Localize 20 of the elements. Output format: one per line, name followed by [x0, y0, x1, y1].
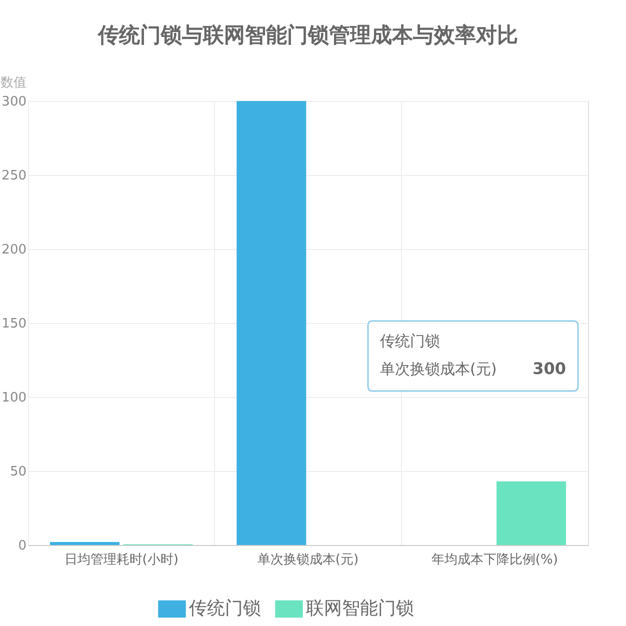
annotation: 单次换锁成本(元): [380, 360, 497, 378]
x-tick-label: 单次换锁成本(元): [257, 552, 359, 568]
y-tick-label: 150: [2, 316, 26, 332]
bar: [50, 542, 120, 545]
y-tick-label: 300: [2, 94, 26, 110]
y-tick-label: 200: [2, 242, 26, 258]
annotation: 传统门锁: [380, 332, 440, 350]
y-tick-label: 50: [10, 464, 26, 480]
legend-label: 联网智能门锁: [306, 598, 414, 619]
y-tick-label: 100: [2, 390, 26, 406]
bar: [496, 481, 566, 545]
y-axis-title: 数值: [0, 76, 26, 90]
bar: [236, 101, 306, 545]
y-tick-label: 250: [2, 168, 26, 184]
chart-title: 传统门锁与联网智能门锁管理成本与效率对比: [97, 23, 518, 47]
annotation: 300: [532, 359, 566, 378]
legend-label: 传统门锁: [189, 598, 261, 619]
x-tick-label: 日均管理耗时(小时): [64, 552, 178, 568]
y-tick-label: 0: [18, 538, 26, 554]
x-tick-label: 年均成本下降比例(%): [431, 552, 558, 568]
